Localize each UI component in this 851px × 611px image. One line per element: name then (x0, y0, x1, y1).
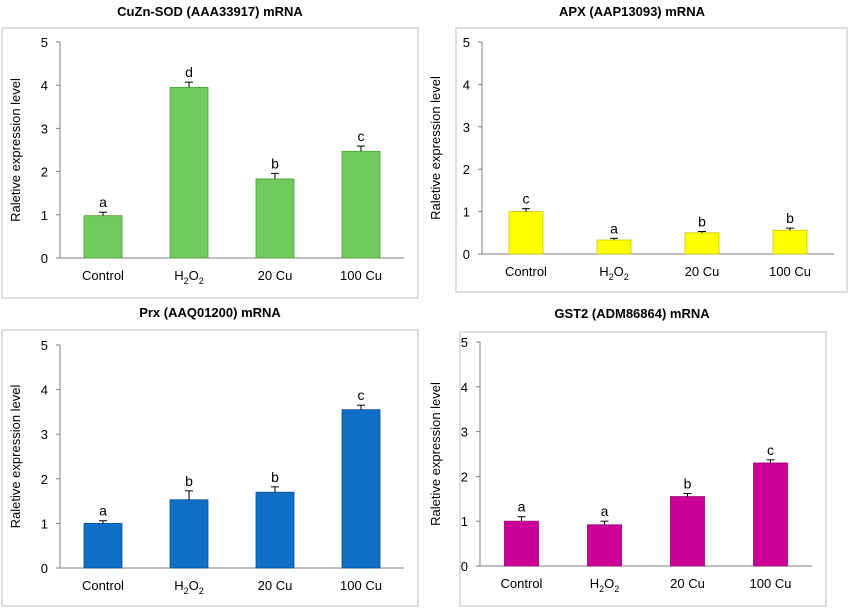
significance-label: a (99, 503, 107, 519)
y-tick-label: 5 (41, 338, 48, 353)
y-axis-label: Raletive expression level (428, 382, 443, 526)
y-tick-label: 5 (41, 35, 48, 50)
chart-title: Prx (AAQ01200) mRNA (139, 305, 281, 320)
bar (255, 178, 295, 259)
x-tick-label: 100 Cu (750, 576, 792, 591)
significance-label: b (698, 214, 706, 230)
chart-title: GST2 (ADM86864) mRNA (554, 306, 710, 321)
y-axis-label: Raletive expression level (8, 78, 23, 222)
chart-frame (1, 329, 419, 607)
significance-label: a (518, 499, 526, 515)
y-axis-label: Raletive expression level (428, 76, 443, 220)
chart-title: CuZn-SOD (AAA33917) mRNA (117, 4, 303, 19)
y-tick-label: 2 (463, 162, 470, 177)
y-tick-label: 2 (41, 165, 48, 180)
y-tick-label: 0 (461, 559, 468, 574)
y-tick-label: 1 (463, 205, 470, 220)
x-tick-label: H2O2 (174, 578, 204, 596)
significance-label: a (610, 220, 618, 236)
x-tick-label: H2O2 (590, 576, 620, 594)
y-tick-label: 4 (463, 77, 470, 92)
y-tick-label: 0 (463, 247, 470, 262)
chart-panel-prx: Prx (AAQ01200) mRNA Raletive expression l… (0, 300, 420, 611)
y-tick-label: 1 (461, 514, 468, 529)
chart-frame (455, 27, 848, 293)
x-tick-label: Control (501, 576, 543, 591)
y-tick-label: 5 (463, 35, 470, 50)
chart-title: APX (AAP13093) mRNA (559, 4, 706, 19)
bar (341, 409, 381, 569)
x-tick-label: 20 Cu (670, 576, 705, 591)
x-tick-label: 20 Cu (258, 578, 293, 593)
y-tick-label: 2 (41, 472, 48, 487)
chart-svg-gst2: GST2 (ADM86864) mRNA Raletive expression … (428, 306, 827, 607)
bar (341, 150, 381, 259)
y-tick-label: 0 (41, 561, 48, 576)
significance-label: a (601, 503, 609, 519)
significance-label: c (358, 387, 365, 403)
significance-label: b (271, 469, 279, 485)
chart-svg-cuzn-sod: CuZn-SOD (AAA33917) mRNA Raletive express… (1, 4, 419, 299)
x-tick-label: Control (82, 578, 124, 593)
chart-panel-gst2: GST2 (ADM86864) mRNA Raletive expression … (420, 300, 851, 611)
y-tick-label: 3 (461, 425, 468, 440)
bar (753, 462, 788, 567)
y-tick-label: 1 (41, 208, 48, 223)
bar (684, 232, 720, 255)
x-tick-label: H2O2 (599, 264, 629, 282)
bar (596, 239, 632, 255)
significance-label: d (185, 64, 193, 80)
x-tick-label: 20 Cu (258, 268, 293, 283)
bar (83, 215, 123, 259)
y-tick-label: 2 (461, 469, 468, 484)
x-tick-label: 100 Cu (340, 578, 382, 593)
bar (504, 520, 539, 567)
y-tick-label: 1 (41, 516, 48, 531)
bar (255, 491, 295, 569)
chart-svg-prx: Prx (AAQ01200) mRNA Raletive expression l… (1, 305, 419, 607)
y-tick-label: 5 (461, 335, 468, 350)
x-tick-label: Control (505, 264, 547, 279)
significance-label: b (684, 475, 692, 491)
significance-label: b (185, 473, 193, 489)
x-tick-label: 20 Cu (685, 264, 720, 279)
bar (169, 499, 209, 569)
x-tick-label: 100 Cu (769, 264, 811, 279)
y-axis-label: Raletive expression level (8, 384, 23, 528)
y-tick-label: 3 (41, 427, 48, 442)
chart-panel-cuzn-sod: CuZn-SOD (AAA33917) mRNA Raletive express… (0, 0, 420, 300)
chart-frame (1, 27, 419, 299)
significance-label: c (767, 442, 774, 458)
bar (670, 496, 705, 567)
y-tick-label: 3 (463, 120, 470, 135)
significance-label: c (358, 128, 365, 144)
y-tick-label: 4 (41, 383, 48, 398)
x-tick-label: 100 Cu (340, 268, 382, 283)
chart-frame (459, 331, 827, 607)
chart-svg-apx: APX (AAP13093) mRNA Raletive expression l… (428, 4, 848, 293)
bar (772, 229, 808, 255)
bar (587, 524, 622, 567)
bar (508, 211, 544, 255)
chart-panel-apx: APX (AAP13093) mRNA Raletive expression l… (420, 0, 851, 300)
significance-label: b (786, 210, 794, 226)
bar (83, 522, 123, 569)
significance-label: c (523, 191, 530, 207)
bar (169, 86, 209, 259)
y-tick-label: 4 (461, 380, 468, 395)
y-tick-label: 3 (41, 121, 48, 136)
significance-label: b (271, 155, 279, 171)
significance-label: a (99, 194, 107, 210)
y-tick-label: 4 (41, 78, 48, 93)
x-tick-label: Control (82, 268, 124, 283)
y-tick-label: 0 (41, 251, 48, 266)
x-tick-label: H2O2 (174, 268, 204, 286)
